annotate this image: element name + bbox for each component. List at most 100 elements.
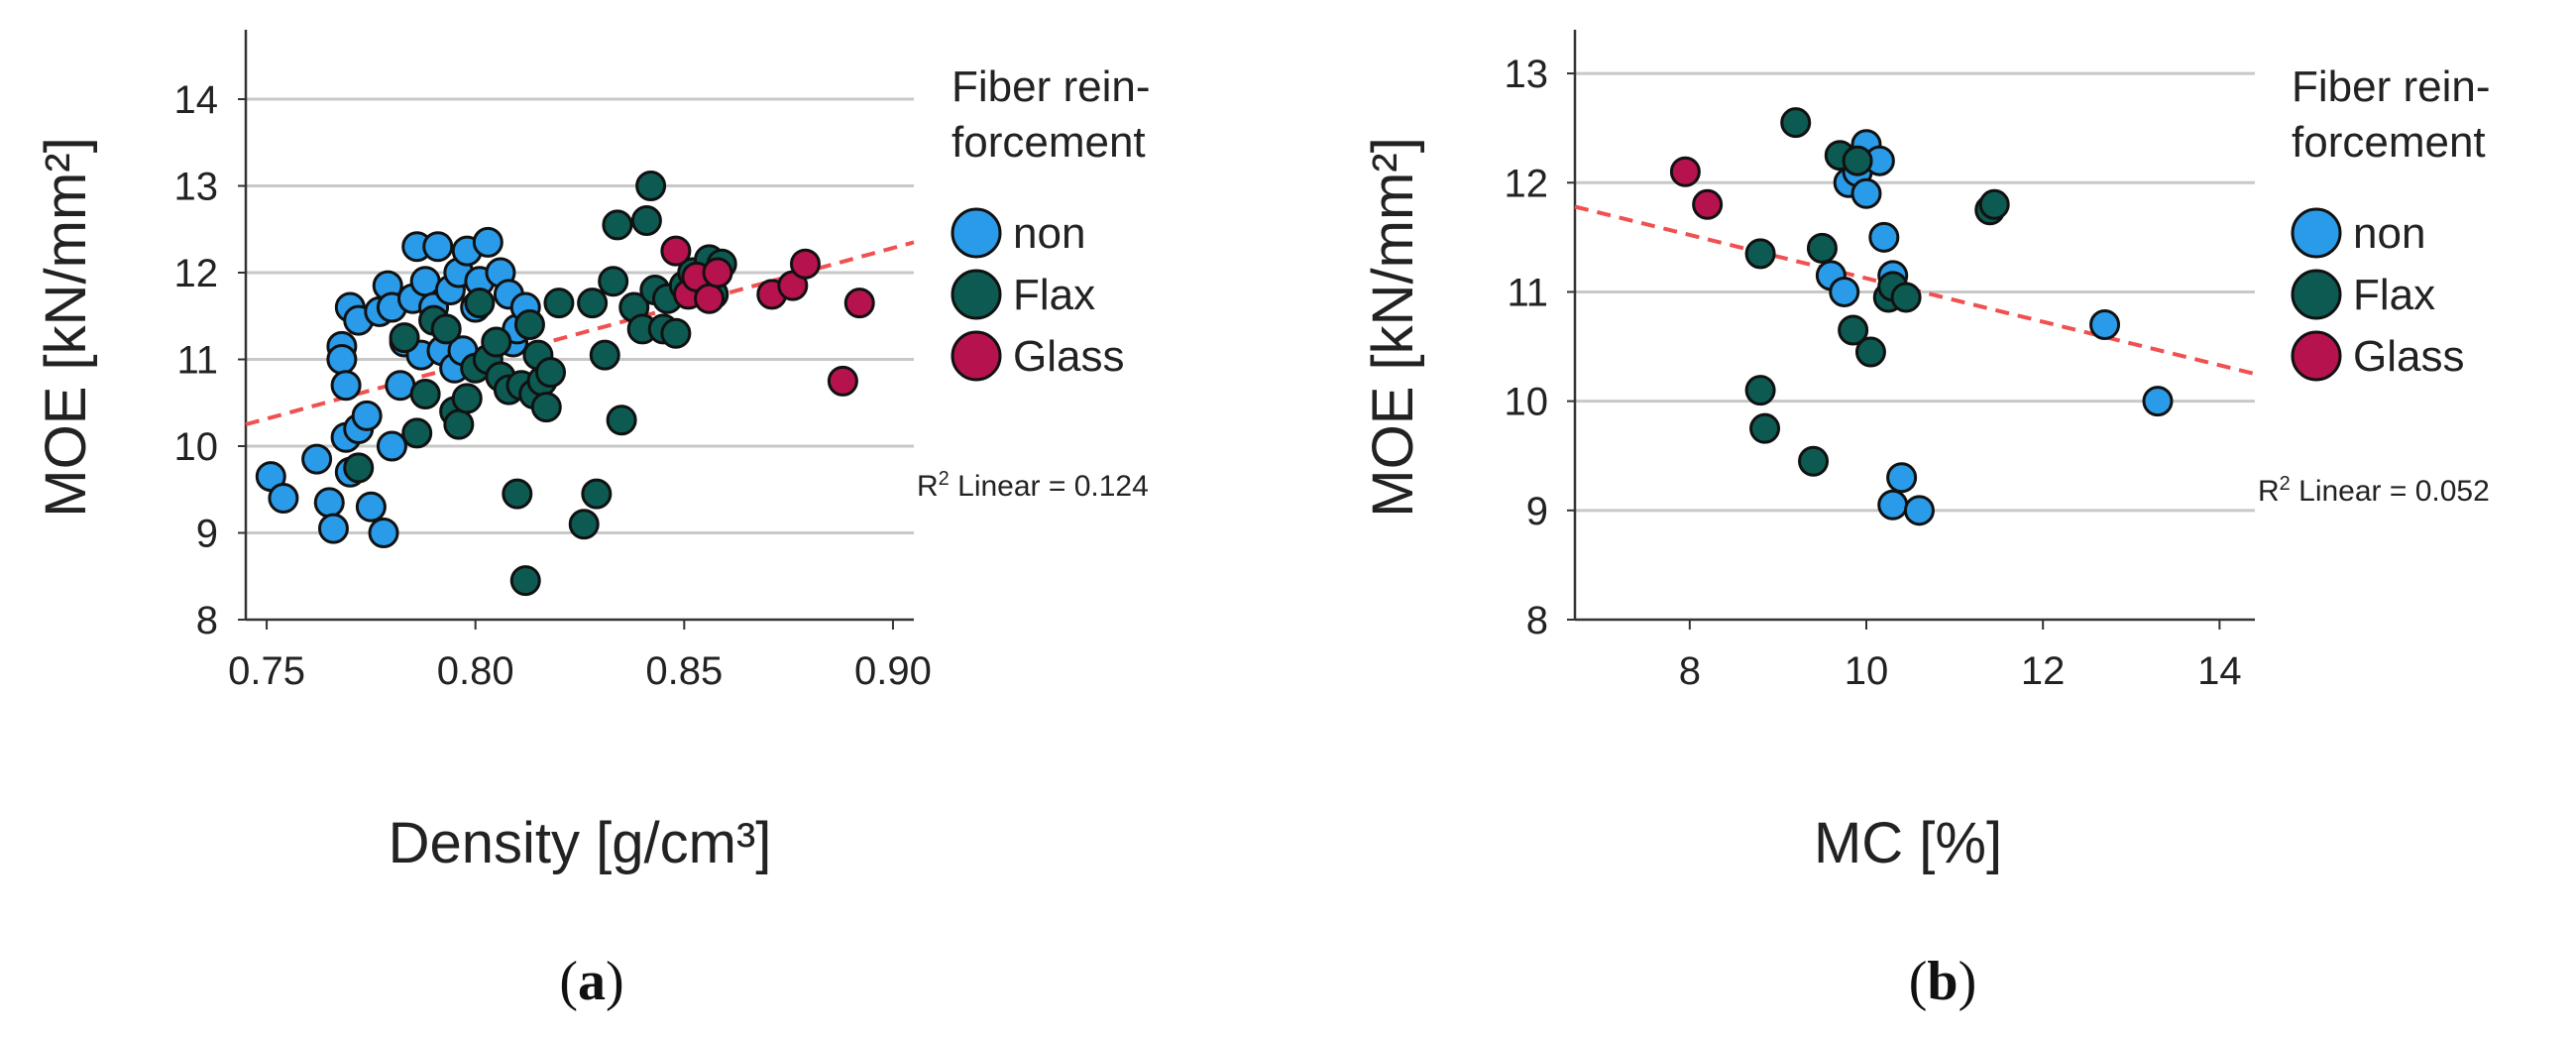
- y-tick-labels-b: 8 9 10 11 12 13: [1505, 53, 1549, 642]
- point-flax: [389, 322, 420, 354]
- y-tick-label: 12: [174, 252, 219, 295]
- x-tick-label: 0.75: [228, 649, 305, 693]
- legend-b: Fiber rein-forcement non Flax Glass: [2291, 62, 2491, 382]
- point-glass: [1669, 156, 1701, 187]
- point-non: [268, 483, 299, 514]
- legend-label-non: non: [1013, 209, 1085, 258]
- x-tick-label: 14: [2197, 649, 2242, 693]
- point-non: [1877, 489, 1909, 520]
- axes-a: [238, 30, 914, 630]
- x-tick-labels-a: 0.75 0.80 0.85 0.90: [228, 649, 932, 693]
- y-tick-label: 10: [1505, 381, 1549, 424]
- point-non: [472, 226, 504, 258]
- point-flax: [535, 357, 567, 389]
- point-flax: [502, 478, 533, 510]
- point-flax: [1854, 336, 1886, 368]
- legend-marker-non: [2291, 207, 2342, 259]
- point-flax: [509, 565, 541, 597]
- point-flax: [568, 509, 600, 540]
- point-flax: [606, 404, 637, 436]
- point-non: [313, 487, 345, 519]
- point-glass: [827, 365, 858, 397]
- point-flax: [443, 408, 475, 440]
- point-flax: [401, 417, 433, 449]
- chart-panel-b: 8 9 10 11 12 13 8 10 12 14 MC [%] MOE [kN/mm²] F…: [1361, 30, 2491, 1012]
- chart-panel-a: 8 9 10 11 12 13 14 0.75 0.80 0.85 0.90 Density [g…: [34, 30, 1151, 1012]
- y-axis-label-a: MOE [kN/mm²]: [34, 137, 98, 517]
- x-axis-label-a: Density [g/cm³]: [389, 811, 772, 875]
- point-flax: [1744, 238, 1776, 270]
- point-non: [368, 518, 399, 548]
- legend-label-non: non: [2353, 209, 2425, 258]
- point-non: [326, 344, 358, 375]
- point-non: [422, 231, 454, 263]
- y-tick-label: 13: [174, 166, 219, 209]
- point-non: [2089, 309, 2121, 340]
- point-glass: [1692, 188, 1724, 220]
- x-tick-label: 0.80: [437, 649, 514, 693]
- point-flax: [577, 288, 609, 319]
- point-flax: [581, 478, 613, 510]
- y-tick-label: 14: [174, 78, 219, 122]
- point-non: [2142, 386, 2174, 417]
- legend-title: forcement: [952, 118, 1146, 167]
- y-tick-label: 10: [174, 425, 219, 469]
- y-axis-label-b: MOE [kN/mm²]: [1361, 137, 1425, 517]
- point-flax: [1838, 314, 1869, 346]
- legend-marker-flax: [951, 269, 1002, 320]
- point-non: [317, 513, 349, 544]
- r2-label-b: R2 Linear = 0.052: [2258, 473, 2490, 508]
- point-flax: [464, 288, 496, 319]
- r2-label-a: R2 Linear = 0.124: [917, 468, 1149, 503]
- point-flax: [1978, 188, 2010, 220]
- point-flax: [1842, 145, 1873, 176]
- point-flax: [589, 339, 620, 371]
- x-tick-label: 0.90: [854, 649, 932, 693]
- point-glass: [843, 288, 875, 319]
- legend-marker-glass: [2291, 330, 2342, 382]
- point-non: [355, 491, 387, 522]
- legend-a: Fiber rein-forcement non Flax Glass: [951, 62, 1151, 382]
- point-flax: [598, 266, 629, 297]
- point-flax: [1798, 445, 1830, 477]
- point-flax: [660, 317, 692, 349]
- point-non: [376, 430, 407, 462]
- x-axis-label-b: MC [%]: [1814, 811, 2002, 875]
- y-tick-label: 8: [1526, 599, 1548, 642]
- x-tick-label: 0.85: [645, 649, 723, 693]
- point-non: [351, 400, 383, 431]
- y-tick-label: 9: [1526, 490, 1548, 533]
- point-flax: [481, 326, 512, 358]
- panel-label-b: (b): [1909, 951, 1976, 1012]
- y-tick-label: 12: [1505, 162, 1549, 205]
- panel-label-a: (a): [559, 951, 623, 1012]
- point-glass: [702, 257, 733, 289]
- legend-title: forcement: [2292, 118, 2486, 167]
- point-non: [385, 370, 416, 402]
- point-flax: [1749, 412, 1781, 444]
- point-non: [409, 266, 441, 297]
- legend-label-flax: Flax: [2353, 271, 2435, 319]
- point-flax: [343, 452, 375, 484]
- y-tick-label: 9: [196, 513, 218, 556]
- point-non: [1886, 462, 1918, 494]
- x-tick-labels-b: 8 10 12 14: [1679, 649, 2242, 693]
- point-flax: [1744, 375, 1776, 406]
- legend-label-glass: Glass: [2353, 332, 2464, 381]
- legend-title: Fiber rein-: [2292, 62, 2491, 111]
- point-non: [330, 370, 362, 402]
- point-flax: [530, 392, 562, 423]
- legend-marker-non: [951, 207, 1002, 259]
- y-tick-label: 11: [176, 339, 218, 383]
- x-tick-label: 8: [1679, 649, 1701, 693]
- point-non: [1850, 177, 1882, 209]
- point-flax: [409, 379, 441, 409]
- point-non: [301, 443, 333, 475]
- point-flax: [602, 209, 633, 241]
- point-non: [1903, 495, 1935, 526]
- point-flax: [1780, 107, 1812, 139]
- point-flax: [451, 383, 483, 414]
- point-flax: [635, 171, 667, 201]
- point-flax: [630, 205, 662, 236]
